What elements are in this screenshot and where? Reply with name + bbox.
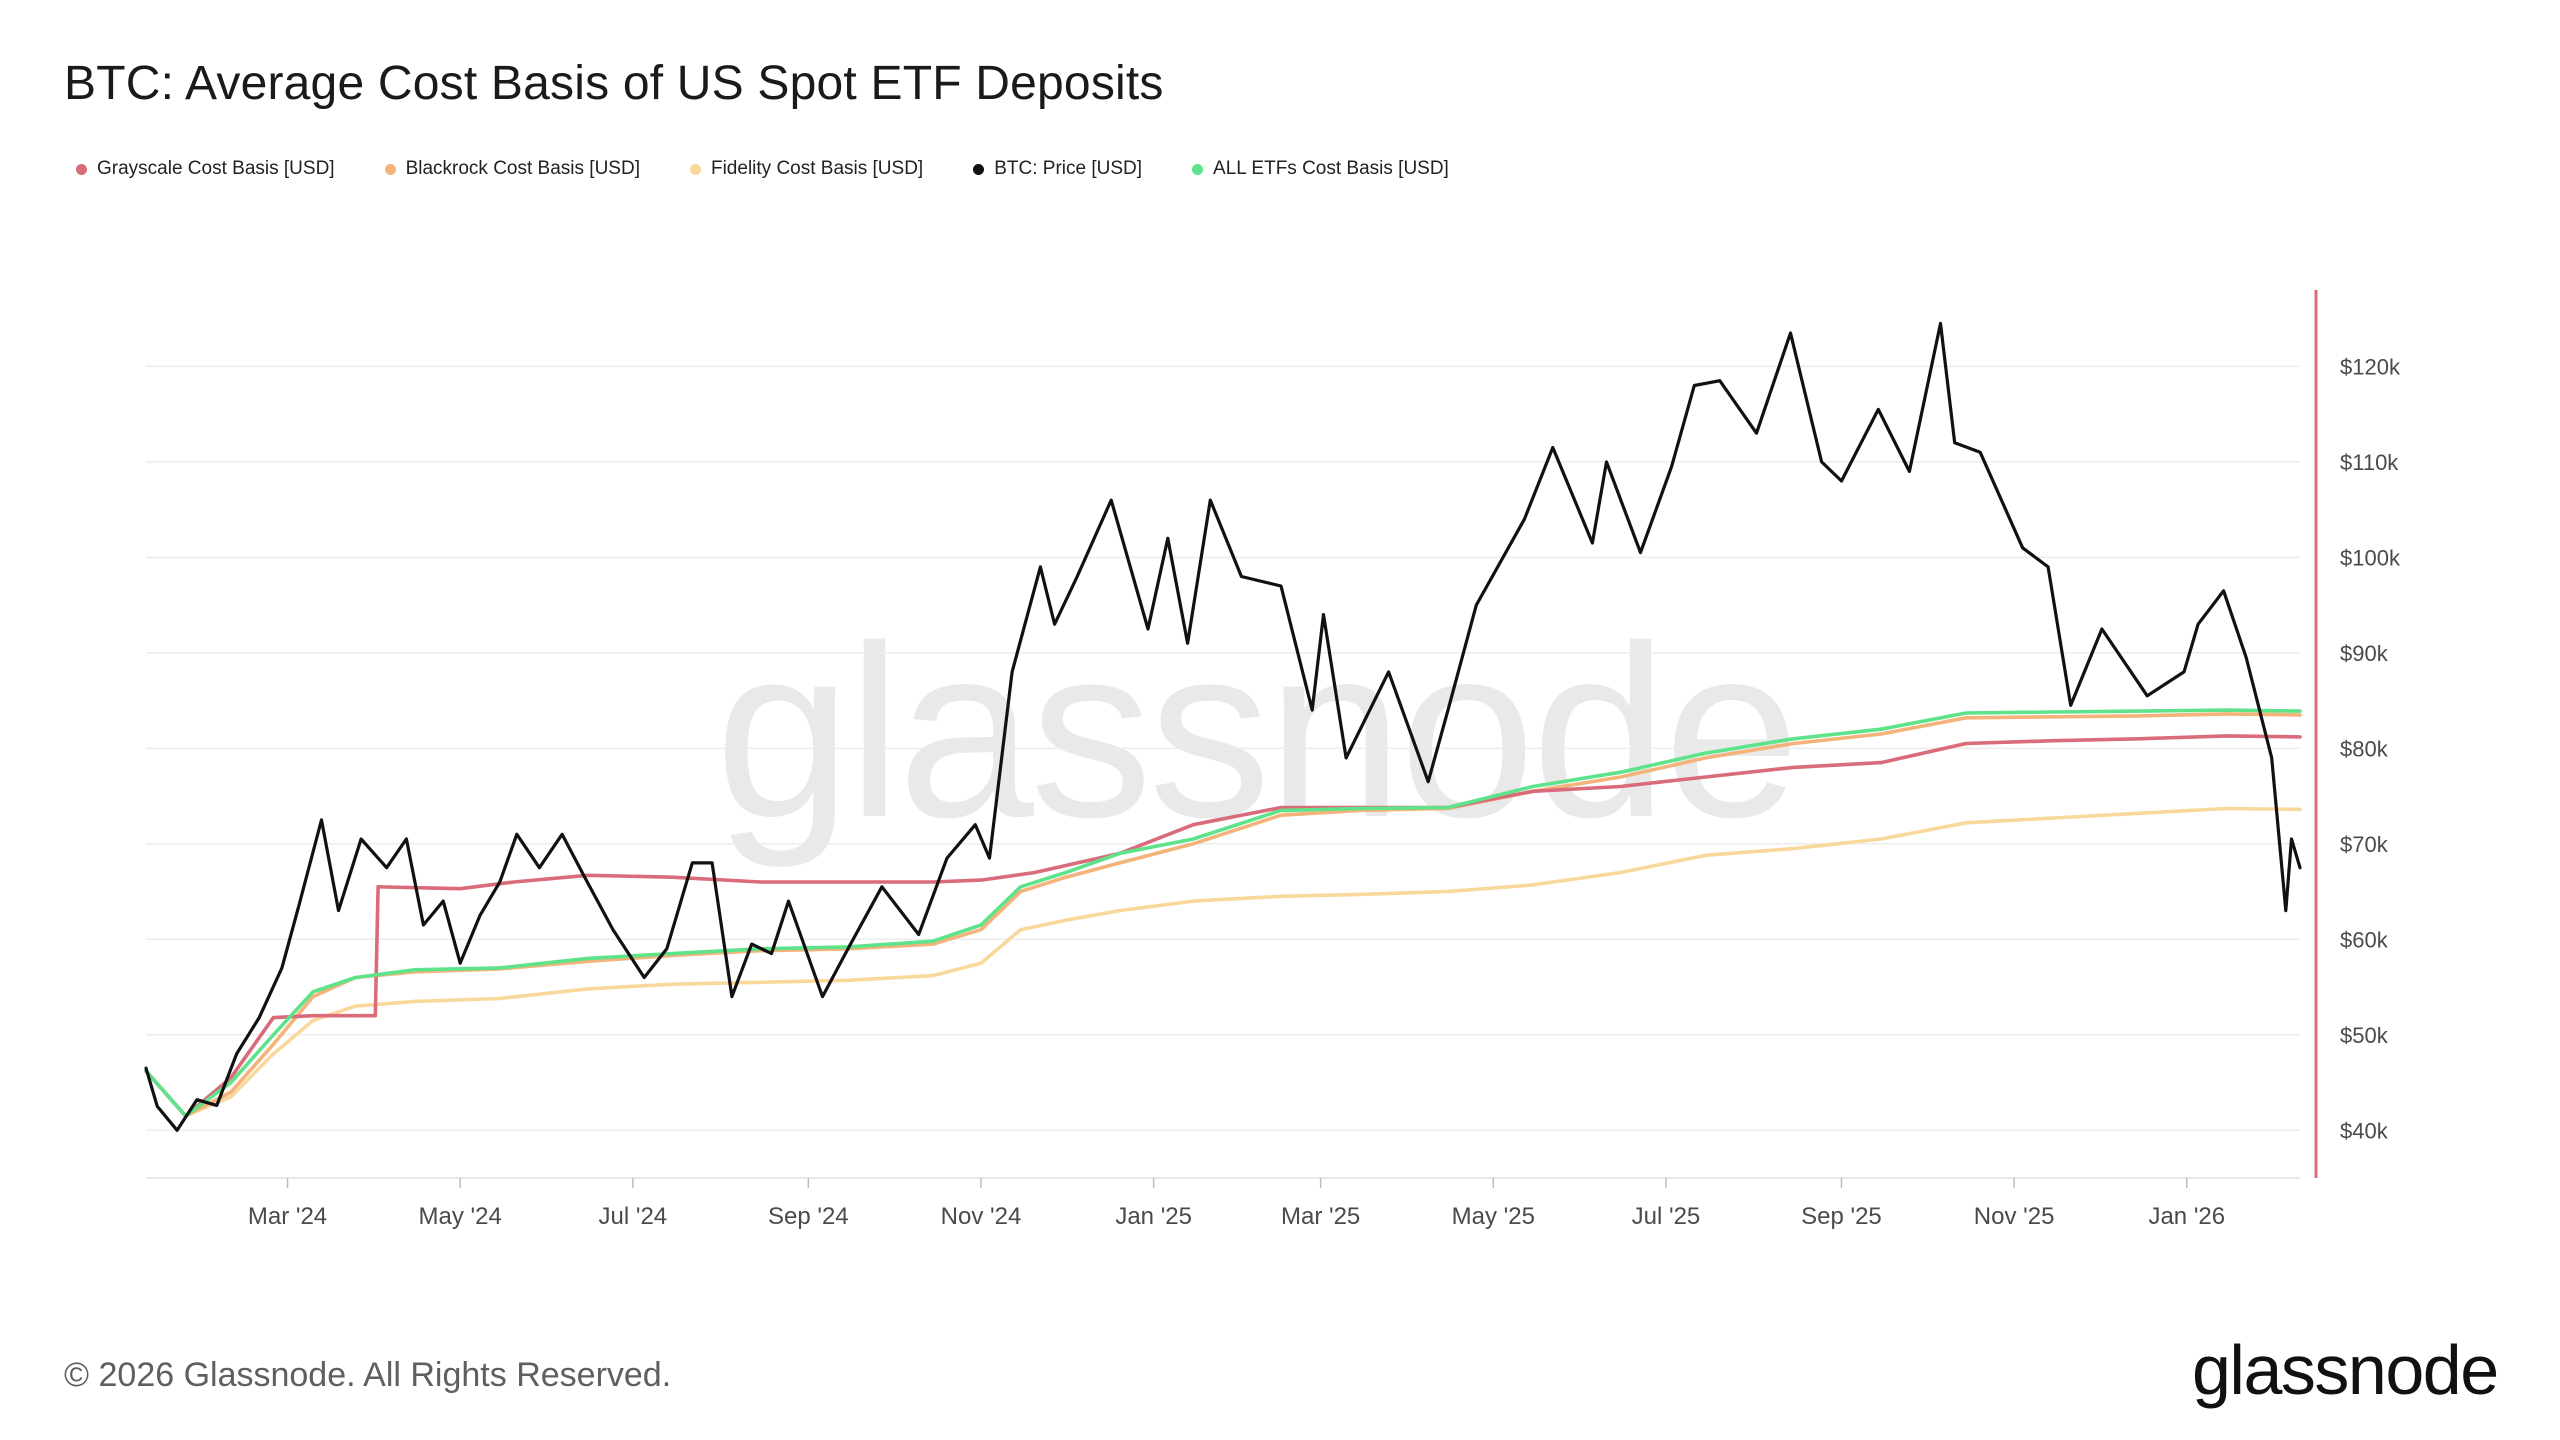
y-tick-label: $90k [2340,641,2389,666]
series-line-all-etfs-cost-basis-usd [144,708,2302,1118]
series-line-blackrock-cost-basis-usd [144,712,2302,1118]
legend: Grayscale Cost Basis [USD] Blackrock Cos… [76,158,1449,180]
legend-item-fidelity[interactable]: Fidelity Cost Basis [USD] [689,158,924,180]
x-tick-label: Sep '24 [768,1203,849,1230]
legend-dot-btc-price [973,163,985,175]
x-tick-label: Nov '24 [941,1203,1022,1230]
x-tick-label: Jan '26 [2148,1203,2225,1230]
y-tick-label: $40k [2340,1118,2389,1143]
copyright-text: © 2026 Glassnode. All Rights Reserved. [64,1356,672,1394]
x-tick-label: Mar '25 [1281,1203,1360,1230]
series-lines [144,321,2302,1132]
x-tick-label: Sep '25 [1801,1203,1882,1230]
x-tick-label: Nov '25 [1974,1203,2055,1230]
y-tick-label: $100k [2340,545,2401,570]
legend-item-blackrock[interactable]: Blackrock Cost Basis [USD] [384,158,640,180]
glassnode-logo[interactable]: glassnode [2192,1331,2499,1409]
legend-dot-blackrock [384,163,396,175]
legend-item-btc-price[interactable]: BTC: Price [USD] [973,158,1142,180]
x-tick-label: May '24 [419,1203,502,1230]
x-axis: Mar '24 May '24 Jul '24 Sep '24 Nov '24 Jan '… [146,1177,2300,1230]
y-axis: $40k $50k $60k $70k $80k $90k $100k $110k $120k [2314,290,2401,1178]
legend-label-all-etfs: ALL ETFs Cost Basis [USD] [1213,158,1449,179]
y-tick-label: $110k [2340,450,2399,475]
x-tick-label: Jul '25 [1632,1203,1701,1230]
grid-lines [146,365,2300,1132]
chart-title: BTC: Average Cost Basis of US Spot ETF D… [64,57,1164,110]
legend-item-grayscale[interactable]: Grayscale Cost Basis [USD] [76,158,335,180]
legend-dot-all-etfs [1192,163,1204,175]
legend-dot-fidelity [689,163,701,175]
x-tick-label: Mar '24 [248,1203,327,1230]
legend-label-btc-price: BTC: Price [USD] [994,158,1143,179]
x-tick-label: Jul '24 [599,1203,668,1230]
legend-label-fidelity: Fidelity Cost Basis [USD] [710,158,924,179]
x-tick-label: Jan '25 [1115,1203,1192,1230]
y-tick-label: $50k [2340,1023,2389,1048]
series-line-btc-price-usd [144,321,2302,1132]
y-tick-label: $70k [2340,832,2389,857]
x-tick-label: May '25 [1452,1203,1535,1230]
legend-label-blackrock: Blackrock Cost Basis [USD] [405,158,640,179]
series-line-fidelity-cost-basis-usd [144,806,2302,1118]
y-tick-label: $60k [2340,927,2389,952]
series-line-grayscale-cost-basis-usd [144,734,2302,1118]
legend-item-all-etfs[interactable]: ALL ETFs Cost Basis [USD] [1192,158,1449,180]
y-tick-label: $120k [2340,354,2401,379]
legend-label-grayscale: Grayscale Cost Basis [USD] [97,158,335,179]
legend-dot-grayscale [76,163,87,175]
y-tick-label: $80k [2340,736,2389,761]
